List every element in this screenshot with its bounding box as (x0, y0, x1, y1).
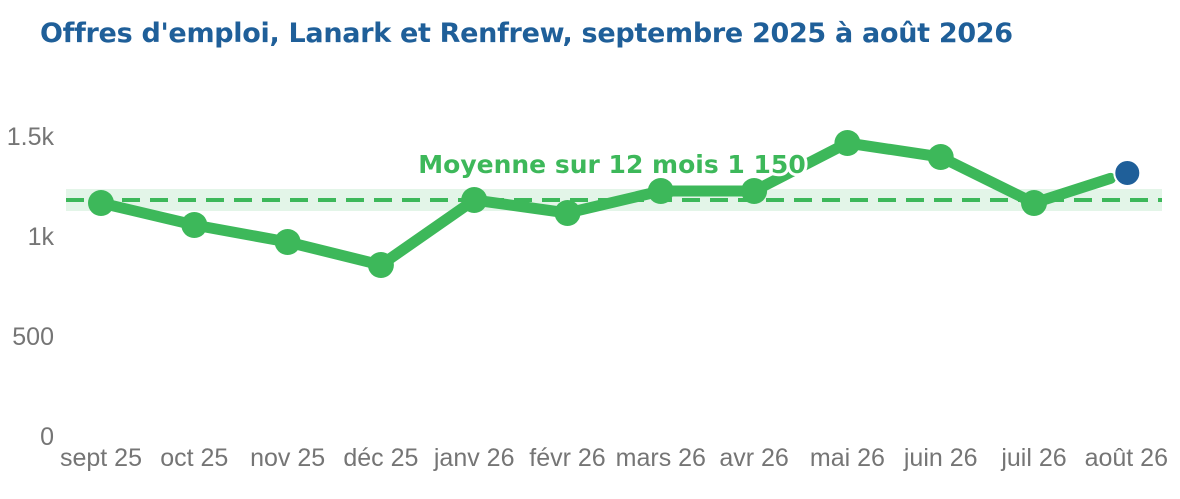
x-axis: sept 25 oct 25 nov 25 déc 25 janv 26 févr 26 m… (60, 444, 1168, 472)
y-tick-label: 1.5k (7, 123, 55, 151)
average-label: Moyenne sur 12 mois 1 150 (418, 150, 805, 179)
x-tick-label: juil 26 (1000, 444, 1066, 472)
x-tick-label: janv 26 (433, 444, 515, 472)
x-tick-label: mars 26 (616, 444, 706, 472)
data-point (741, 178, 768, 204)
data-point (181, 212, 208, 238)
y-tick-label: 500 (12, 323, 54, 351)
series-line (95, 137, 1116, 271)
data-point (554, 200, 581, 226)
data-point (88, 190, 114, 216)
x-tick-label: août 26 (1085, 444, 1168, 472)
y-axis: 0 500 1k 1.5k (7, 123, 55, 451)
data-point (367, 252, 394, 278)
x-tick-label: sept 25 (60, 444, 142, 472)
data-point (927, 144, 954, 170)
x-tick-label: oct 25 (160, 444, 228, 472)
x-tick-label: déc 25 (343, 444, 418, 472)
data-point (461, 187, 488, 213)
y-tick-label: 1k (28, 223, 55, 251)
x-tick-label: avr 26 (719, 444, 788, 472)
series (88, 130, 1142, 278)
data-point (274, 229, 301, 255)
x-tick-label: mai 26 (810, 444, 885, 472)
data-point (1021, 190, 1047, 216)
y-tick-label: 0 (40, 423, 54, 451)
x-tick-label: juin 26 (903, 444, 978, 472)
data-point (647, 178, 674, 204)
x-tick-label: nov 25 (250, 444, 325, 472)
data-point (834, 130, 861, 156)
data-point-latest (1113, 159, 1142, 187)
chart-title: Offres d'emploi, Lanark et Renfrew, sept… (40, 18, 1013, 49)
x-tick-label: févr 26 (529, 444, 605, 472)
